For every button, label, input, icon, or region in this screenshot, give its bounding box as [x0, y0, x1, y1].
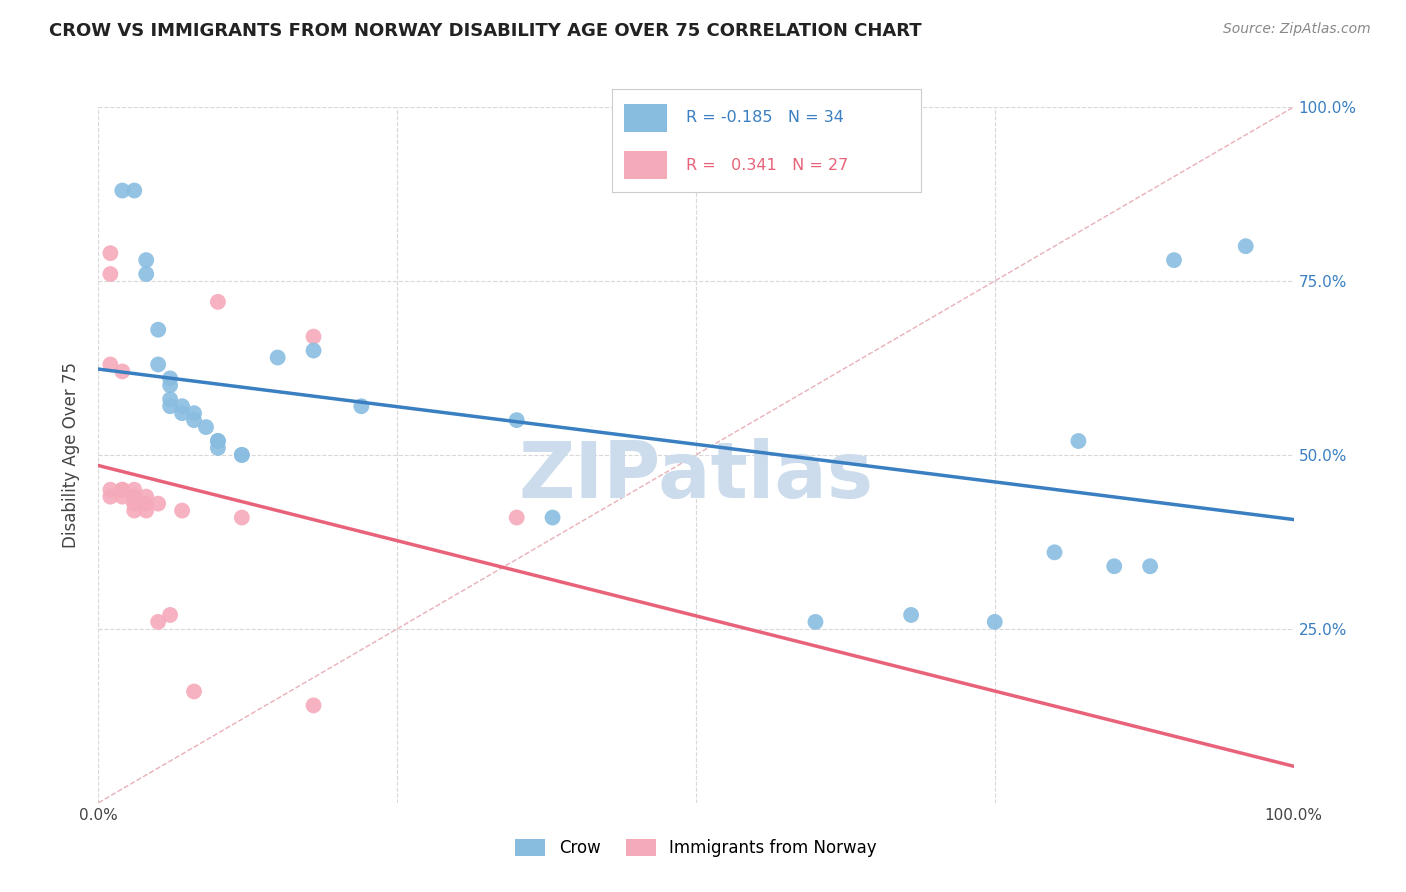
- Legend: Crow, Immigrants from Norway: Crow, Immigrants from Norway: [509, 832, 883, 864]
- Point: [124, 497, 146, 511]
- Text: Source: ZipAtlas.com: Source: ZipAtlas.com: [1223, 22, 1371, 37]
- Point: [148, 358, 170, 372]
- Point: [900, 607, 922, 622]
- Point: [1102, 559, 1125, 574]
- Point: [98, 358, 122, 372]
- Point: [98, 490, 122, 504]
- FancyBboxPatch shape: [624, 151, 668, 179]
- Point: [267, 351, 290, 365]
- Point: [111, 364, 134, 378]
- Point: [302, 329, 325, 343]
- Point: [135, 253, 157, 268]
- Point: [111, 490, 134, 504]
- Text: ZIPatlas: ZIPatlas: [519, 438, 873, 514]
- Point: [302, 343, 325, 358]
- Point: [98, 483, 122, 497]
- Point: [135, 267, 157, 281]
- Point: [148, 615, 170, 629]
- Point: [207, 294, 229, 309]
- Point: [159, 607, 181, 622]
- Point: [302, 698, 325, 713]
- Point: [98, 267, 122, 281]
- Text: R = -0.185   N = 34: R = -0.185 N = 34: [686, 111, 844, 126]
- Point: [541, 510, 564, 524]
- Point: [1163, 253, 1185, 268]
- Point: [194, 420, 218, 434]
- Point: [984, 615, 1007, 629]
- Point: [111, 184, 134, 198]
- Text: CROW VS IMMIGRANTS FROM NORWAY DISABILITY AGE OVER 75 CORRELATION CHART: CROW VS IMMIGRANTS FROM NORWAY DISABILIT…: [49, 22, 922, 40]
- Point: [159, 371, 181, 385]
- Point: [159, 378, 181, 392]
- Point: [1139, 559, 1161, 574]
- Point: [183, 413, 205, 427]
- Point: [98, 246, 122, 260]
- Point: [148, 323, 170, 337]
- Point: [148, 497, 170, 511]
- Point: [135, 497, 157, 511]
- Point: [231, 448, 253, 462]
- Point: [350, 399, 373, 413]
- Point: [135, 503, 157, 517]
- Point: [207, 434, 229, 448]
- Point: [159, 399, 181, 413]
- Point: [111, 483, 134, 497]
- Point: [231, 448, 253, 462]
- Point: [172, 406, 194, 420]
- Y-axis label: Disability Age Over 75: Disability Age Over 75: [62, 362, 80, 548]
- Point: [506, 413, 529, 427]
- Point: [124, 503, 146, 517]
- Point: [506, 510, 529, 524]
- Point: [135, 490, 157, 504]
- Point: [124, 483, 146, 497]
- Point: [1043, 545, 1066, 559]
- Point: [1234, 239, 1257, 253]
- Point: [172, 503, 194, 517]
- Point: [231, 510, 253, 524]
- Text: R =   0.341   N = 27: R = 0.341 N = 27: [686, 158, 848, 173]
- FancyBboxPatch shape: [624, 103, 668, 132]
- Point: [804, 615, 827, 629]
- Point: [111, 483, 134, 497]
- Point: [207, 434, 229, 448]
- Point: [183, 684, 205, 698]
- Point: [183, 406, 205, 420]
- Point: [207, 441, 229, 455]
- Point: [1067, 434, 1090, 448]
- Point: [172, 399, 194, 413]
- Point: [124, 184, 146, 198]
- Point: [124, 497, 146, 511]
- Point: [124, 490, 146, 504]
- Point: [159, 392, 181, 407]
